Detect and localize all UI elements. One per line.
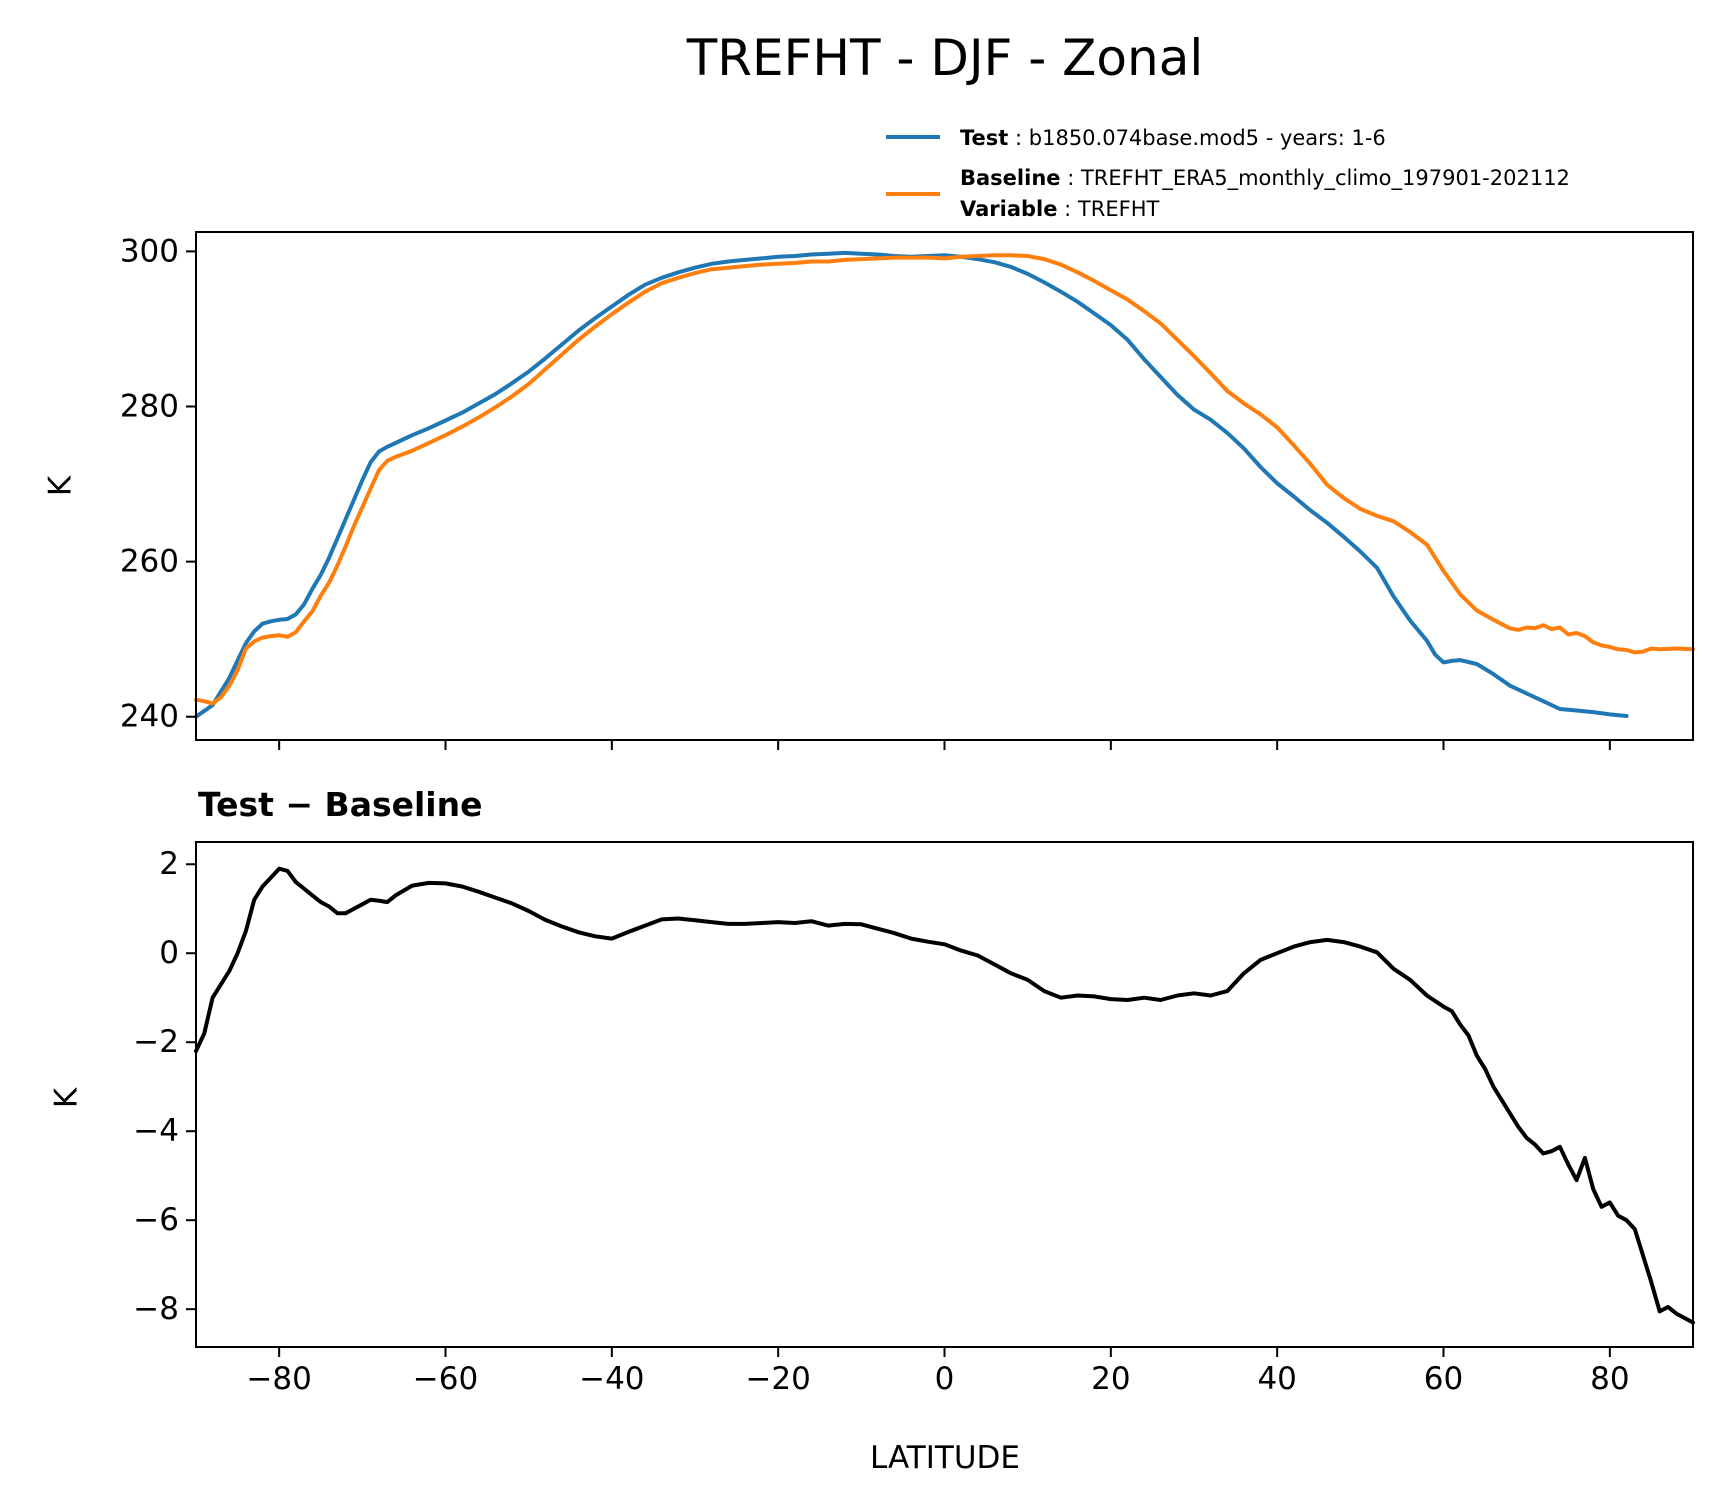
x-tick-label: 40	[1257, 1361, 1296, 1397]
bottom-y-axis-label: K	[49, 1087, 85, 1108]
bottom-panel-subtitle: Test − Baseline	[198, 785, 483, 824]
top-y-tick-label: 260	[120, 544, 179, 580]
bottom-series-line-difference	[194, 866, 1695, 1325]
bottom-y-tick-label: −4	[133, 1113, 179, 1149]
x-tick-label: 20	[1091, 1361, 1130, 1397]
x-tick-label: −80	[246, 1361, 311, 1397]
bottom-y-tick-label: 2	[159, 846, 179, 882]
bottom-series-group	[194, 866, 1695, 1325]
x-tick-label: −20	[745, 1361, 810, 1397]
top-y-tick-label: 240	[120, 699, 179, 735]
top-y-axis-label: K	[43, 475, 79, 496]
x-tick-label: −60	[413, 1361, 478, 1397]
top-x-ticks	[278, 740, 1611, 750]
top-panel: 240 260 280 300 K	[43, 231, 1695, 750]
bottom-panel: Test − Baseline −8−6−4−202 −80 −60 −40 −20 0…	[49, 785, 1695, 1476]
legend-entry-test: Test : b1850.074base.mod5 - years: 1-6	[960, 126, 1386, 150]
legend: Test : b1850.074base.mod5 - years: 1-6 B…	[886, 126, 1570, 221]
bottom-x-ticks: −80 −60 −40 −20 0 20 40 60 80	[246, 1347, 1630, 1397]
x-axis-label: LATITUDE	[870, 1440, 1020, 1476]
bottom-axes-frame	[195, 841, 1694, 1348]
top-y-tick-label: 280	[120, 389, 179, 425]
bottom-y-tick-label: −6	[133, 1202, 179, 1238]
top-series-line-test	[194, 250, 1629, 719]
x-tick-label: 0	[935, 1361, 955, 1397]
x-tick-label: 80	[1590, 1361, 1629, 1397]
x-tick-label: −40	[579, 1361, 644, 1397]
bottom-y-ticks: −8 −6 −4 −2 0 2	[133, 846, 196, 1327]
chart-title: TREFHT - DJF - Zonal	[686, 29, 1204, 87]
bottom-y-tick-label: −8	[133, 1291, 179, 1327]
top-y-tick-label: 300	[120, 233, 179, 269]
legend-entry-variable: Variable : TREFHT	[960, 197, 1159, 221]
bottom-y-tick-label: 0	[159, 935, 179, 971]
x-tick-label: 60	[1424, 1361, 1463, 1397]
top-y-ticks: 240 260 280 300	[120, 233, 196, 735]
top-series-line-baseline	[194, 253, 1695, 706]
legend-entry-baseline: Baseline : TREFHT_ERA5_monthly_climo_197…	[960, 166, 1570, 191]
bottom-y-tick-label: −2	[133, 1024, 179, 1060]
top-series-group	[194, 250, 1695, 719]
